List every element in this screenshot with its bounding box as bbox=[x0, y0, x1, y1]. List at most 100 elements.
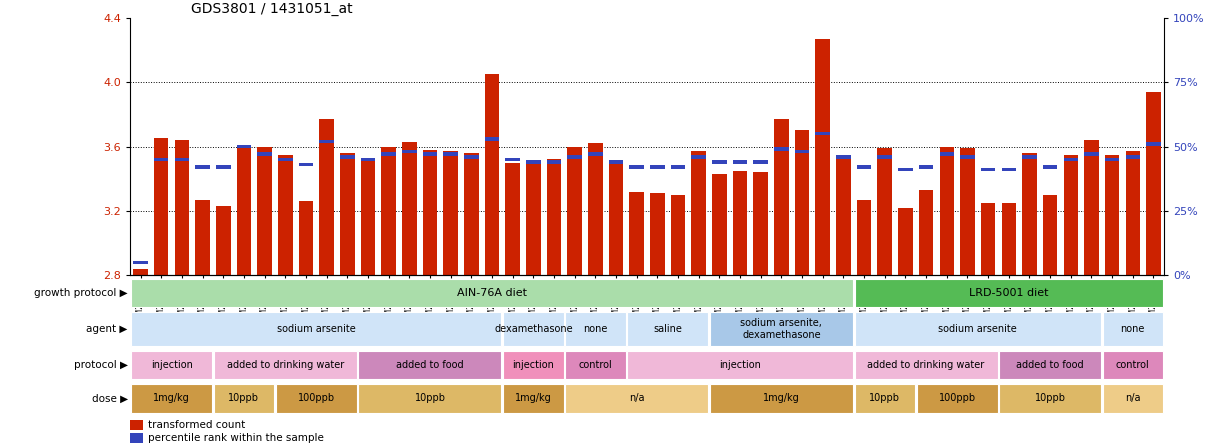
Bar bbox=[917, 384, 997, 412]
Bar bbox=[175, 140, 189, 275]
Bar bbox=[671, 165, 685, 169]
Bar bbox=[464, 153, 479, 275]
Bar bbox=[855, 384, 915, 412]
Bar bbox=[836, 155, 850, 159]
Bar bbox=[1064, 155, 1078, 275]
Bar bbox=[340, 155, 355, 159]
Bar bbox=[361, 158, 375, 161]
Text: percentile rank within the sample: percentile rank within the sample bbox=[148, 433, 323, 443]
Bar bbox=[503, 351, 563, 379]
Bar bbox=[236, 145, 251, 275]
Text: 1mg/kg: 1mg/kg bbox=[763, 393, 800, 403]
Bar bbox=[1043, 195, 1058, 275]
Bar bbox=[733, 160, 748, 164]
Bar bbox=[236, 145, 251, 148]
Bar bbox=[276, 384, 357, 412]
Bar bbox=[609, 164, 624, 275]
Bar bbox=[1102, 384, 1163, 412]
Bar bbox=[1146, 142, 1160, 146]
Bar bbox=[299, 201, 314, 275]
Bar bbox=[754, 172, 768, 275]
Text: 10ppb: 10ppb bbox=[415, 393, 445, 403]
Text: AIN-76A diet: AIN-76A diet bbox=[457, 288, 527, 298]
Text: transformed count: transformed count bbox=[148, 420, 245, 430]
Bar bbox=[154, 158, 169, 161]
Bar bbox=[710, 312, 853, 346]
Bar bbox=[878, 148, 892, 275]
Bar bbox=[505, 158, 520, 161]
Bar bbox=[712, 160, 726, 164]
Bar bbox=[815, 39, 830, 275]
Bar bbox=[175, 158, 189, 161]
Text: injection: injection bbox=[719, 360, 761, 370]
Bar bbox=[216, 165, 230, 169]
Bar bbox=[754, 160, 768, 164]
Bar bbox=[526, 160, 540, 164]
Bar bbox=[213, 384, 274, 412]
Bar bbox=[257, 147, 271, 275]
Bar bbox=[710, 384, 853, 412]
Bar bbox=[340, 153, 355, 275]
Bar bbox=[546, 160, 561, 164]
Bar bbox=[815, 132, 830, 135]
Bar bbox=[691, 155, 706, 159]
Bar bbox=[712, 174, 726, 275]
Bar bbox=[1105, 155, 1119, 275]
Text: dexamethasone: dexamethasone bbox=[494, 324, 573, 334]
Bar bbox=[134, 269, 148, 275]
Bar bbox=[589, 152, 603, 156]
Bar bbox=[1023, 153, 1037, 275]
Bar bbox=[878, 155, 892, 159]
Bar bbox=[898, 208, 913, 275]
Bar bbox=[503, 312, 563, 346]
Text: sodium arsenite: sodium arsenite bbox=[277, 324, 356, 334]
Bar bbox=[733, 170, 748, 275]
Bar bbox=[299, 163, 314, 166]
Text: 1mg/kg: 1mg/kg bbox=[515, 393, 551, 403]
Bar bbox=[1102, 351, 1163, 379]
Bar bbox=[691, 151, 706, 275]
Bar bbox=[320, 119, 334, 275]
Bar bbox=[131, 312, 502, 346]
Bar bbox=[423, 152, 438, 156]
Bar bbox=[795, 131, 809, 275]
Bar bbox=[1084, 152, 1099, 156]
Bar bbox=[402, 150, 416, 154]
Bar bbox=[836, 155, 850, 275]
Bar bbox=[402, 142, 416, 275]
Bar bbox=[566, 351, 626, 379]
Text: sodium arsenite,
dexamethasone: sodium arsenite, dexamethasone bbox=[740, 318, 822, 340]
Bar bbox=[1000, 384, 1101, 412]
Bar bbox=[381, 152, 396, 156]
Bar bbox=[131, 384, 212, 412]
Bar bbox=[939, 152, 954, 156]
Bar bbox=[1023, 155, 1037, 159]
Bar bbox=[320, 139, 334, 143]
Bar bbox=[855, 312, 1101, 346]
Bar bbox=[257, 152, 271, 156]
Bar bbox=[1102, 312, 1163, 346]
Bar bbox=[485, 74, 499, 275]
Bar bbox=[855, 279, 1163, 307]
Bar bbox=[213, 351, 357, 379]
Bar bbox=[503, 384, 563, 412]
Bar bbox=[980, 203, 995, 275]
Text: GDS3801 / 1431051_at: GDS3801 / 1431051_at bbox=[191, 1, 352, 16]
Text: 10ppb: 10ppb bbox=[1035, 393, 1066, 403]
Bar bbox=[627, 312, 708, 346]
Text: 10ppb: 10ppb bbox=[870, 393, 900, 403]
Bar bbox=[1001, 203, 1015, 275]
Text: added to drinking water: added to drinking water bbox=[867, 360, 985, 370]
Bar bbox=[130, 420, 142, 430]
Bar bbox=[505, 163, 520, 275]
Bar bbox=[919, 165, 933, 169]
Bar bbox=[589, 143, 603, 275]
Bar bbox=[774, 147, 789, 151]
Text: 1mg/kg: 1mg/kg bbox=[153, 393, 191, 403]
Bar bbox=[609, 160, 624, 164]
Bar bbox=[1125, 155, 1140, 159]
Text: added to food: added to food bbox=[1017, 360, 1084, 370]
Bar bbox=[568, 147, 582, 275]
Bar bbox=[960, 148, 974, 275]
Bar bbox=[279, 158, 293, 161]
